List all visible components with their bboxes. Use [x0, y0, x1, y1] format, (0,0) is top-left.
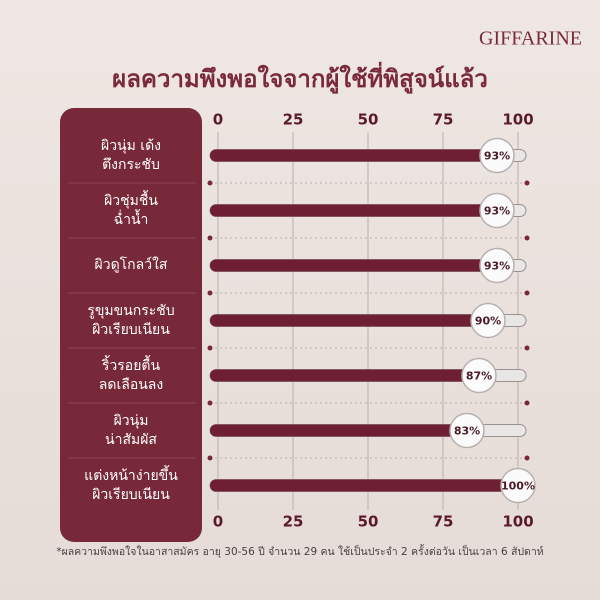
- x-tick-label: 25: [283, 111, 304, 129]
- x-tick-label: 75: [433, 111, 454, 129]
- x-tick-label: 0: [213, 111, 223, 129]
- chart-title: ผลความพึงพอใจจากผู้ใช้ที่พิสูจน์แล้ว: [112, 61, 488, 94]
- row-dot: [524, 345, 530, 351]
- value-bubble: [479, 137, 515, 174]
- x-tick-label: 100: [502, 111, 533, 129]
- category-label: ผิวดูโกลว์ใส: [94, 257, 168, 273]
- category-label: แต่งหน้าง่ายขึ้น ผิวเรียบเนียน: [84, 467, 178, 503]
- label-panel: [60, 108, 202, 542]
- row-dot: [524, 290, 530, 296]
- category-label: ผิวนุ่ม น่าสัมผัส: [105, 412, 157, 448]
- value-label: 90%: [475, 315, 501, 328]
- x-tick-label: 100: [502, 513, 533, 531]
- bar: [210, 259, 497, 272]
- row-dot: [207, 400, 213, 406]
- value-bubble: [470, 302, 506, 339]
- value-label: 83%: [454, 425, 480, 438]
- category-label: ริ้วรอยตื้น ลดเลือนลง: [98, 357, 164, 393]
- x-tick-label: 50: [358, 513, 379, 531]
- value-label: 93%: [484, 260, 510, 273]
- bar: [210, 424, 467, 437]
- value-bubble: [479, 192, 515, 229]
- footnote: *ผลความพึงพอใจในอาสาสมัคร อายุ 30-56 ปี …: [56, 544, 543, 558]
- bar: [210, 204, 497, 217]
- value-bubble: [500, 467, 536, 504]
- row-dot: [207, 455, 213, 461]
- value-bubble: [461, 357, 497, 394]
- value-label: 93%: [484, 150, 510, 163]
- x-tick-label: 75: [433, 513, 454, 531]
- value-bubble: [449, 412, 485, 449]
- row-dot: [524, 235, 530, 241]
- row-dot: [207, 345, 213, 351]
- row-dot: [524, 455, 530, 461]
- category-label: ผิวชุ่มชื้น ฉ่ำน้ำ: [104, 192, 158, 228]
- bar: [210, 479, 518, 492]
- value-label: 100%: [501, 480, 535, 493]
- row-dot: [524, 400, 530, 406]
- bar: [210, 369, 479, 382]
- category-label: ผิวนุ่ม เด้ง ตึงกระชับ: [100, 137, 162, 173]
- x-tick-label: 0: [213, 513, 223, 531]
- row-dot: [524, 180, 530, 186]
- value-label: 93%: [484, 205, 510, 218]
- brand: GIFFARINE: [479, 28, 582, 50]
- category-label: รูขุมขนกระชับ ผิวเรียบเนียน: [87, 302, 175, 338]
- x-tick-label: 50: [358, 111, 379, 129]
- value-bubble: [479, 247, 515, 284]
- row-dot: [207, 180, 213, 186]
- bar: [210, 314, 488, 327]
- row-dot: [207, 235, 213, 241]
- value-label: 87%: [466, 370, 492, 383]
- row-dot: [207, 290, 213, 296]
- x-tick-label: 25: [283, 513, 304, 531]
- bar: [210, 149, 497, 162]
